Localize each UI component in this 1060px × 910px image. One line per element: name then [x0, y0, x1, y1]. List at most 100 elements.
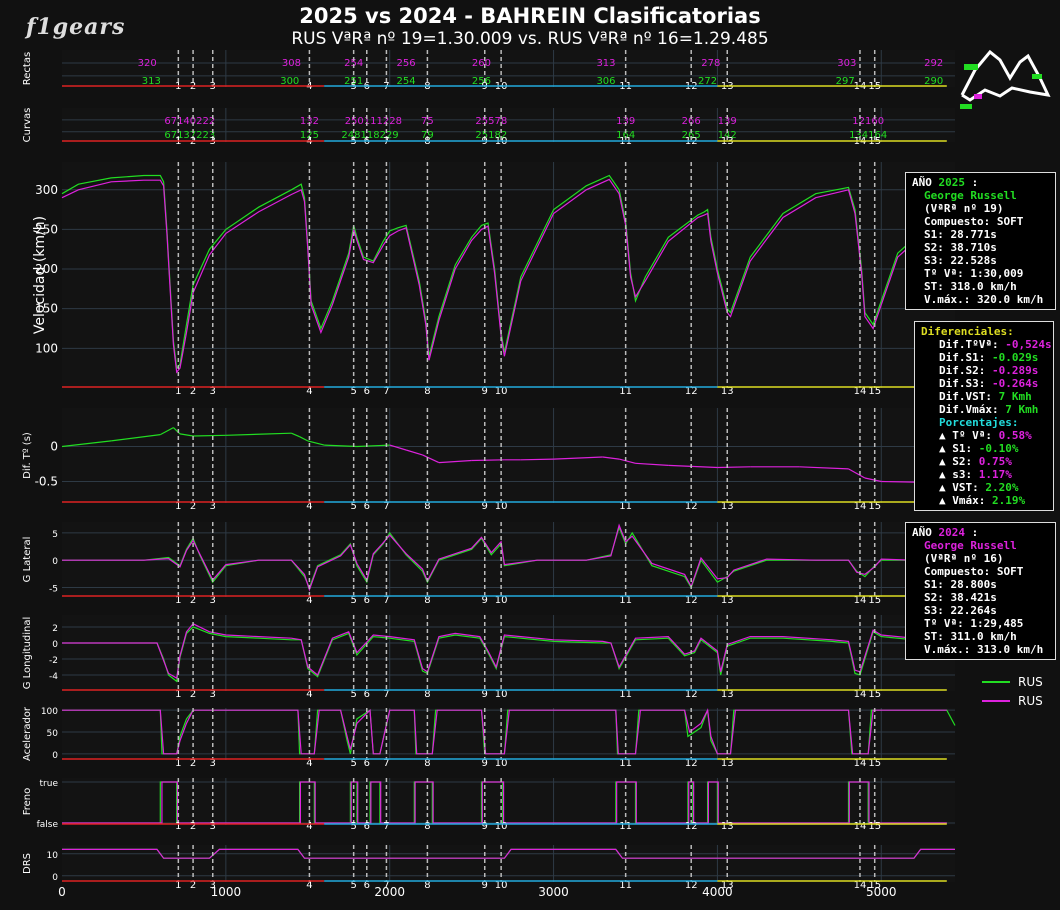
corner-label: 15 — [868, 386, 881, 397]
speed-label-2024: 266 — [682, 116, 701, 127]
series-segment — [602, 456, 620, 460]
corner-label: 7 — [383, 386, 389, 397]
corner-label: 10 — [495, 595, 508, 606]
y-tick-label: 0 — [52, 640, 58, 650]
pct-title: Porcentajes: — [939, 416, 1019, 429]
series-segment — [422, 454, 440, 464]
series-segment — [193, 434, 226, 437]
series-segment — [618, 458, 636, 464]
legend-item-2025[interactable]: RUS — [982, 672, 1043, 691]
corner-label: 12 — [685, 595, 698, 606]
series-segment — [438, 459, 472, 464]
y-tick-label: 0 — [52, 873, 58, 883]
info-2025-compound: Compuesto: SOFT — [924, 215, 1024, 228]
diff-row: Dif.S1: -0.029s — [921, 351, 1047, 364]
axis-label: Freno — [22, 788, 33, 816]
pct-row: ▲ Tº Vª: 0.58% — [921, 429, 1047, 442]
corner-label: 3 — [210, 758, 216, 769]
info-2025-driver: George Russell — [924, 189, 1017, 202]
corner-label: 8 — [424, 595, 430, 606]
corner-label: 1 — [175, 821, 181, 832]
diff-box: Diferenciales: Dif.TºVª: -0,524s Dif.S1: … — [914, 321, 1054, 511]
speed-label-2025: 79 — [421, 130, 434, 141]
pct-row: ▲ VST: 2.20% — [921, 481, 1047, 494]
chart-legend[interactable]: RUS RUS — [982, 672, 1043, 710]
series-segment — [160, 427, 174, 436]
axis-label: Velocidad (km/h) — [32, 216, 48, 334]
corner-label: 9 — [482, 821, 488, 832]
corner-label: 12 — [685, 689, 698, 700]
speed-label-2024: 308 — [282, 58, 301, 69]
corner-label: 8 — [424, 880, 430, 891]
y-tick-label: 200 — [35, 262, 58, 276]
corner-label: 5 — [350, 821, 356, 832]
info-2024-compound: Compuesto: SOFT — [924, 565, 1024, 578]
panel-bg — [62, 778, 955, 825]
corner-label: 9 — [482, 501, 488, 512]
track-sector-marker — [964, 64, 978, 70]
info-2024-st: ST: 311.0 km/h — [924, 630, 1017, 643]
y-tick-label: -4 — [49, 672, 58, 682]
corner-label: 12 — [685, 880, 698, 891]
corner-label: 1 — [175, 689, 181, 700]
corner-label: 1 — [175, 758, 181, 769]
speed-label-2025: 313 — [142, 76, 161, 87]
speed-label-2024: 313 — [596, 58, 615, 69]
pct-label: ▲ Vmáx: — [939, 494, 992, 507]
pct-value: 1.17% — [978, 468, 1012, 481]
speed-label-2025: 290 — [924, 76, 943, 87]
legend-item-2024[interactable]: RUS — [982, 691, 1043, 710]
speed-label-2025: 256 — [472, 76, 491, 87]
speed-label-2025: 67137223 — [164, 130, 215, 141]
pct-rows: ▲ Tº Vª: 0.58% ▲ S1: -0.10% ▲ S2: 0.75% ▲ s… — [921, 429, 1047, 507]
x-tick-label: 5000 — [866, 885, 897, 899]
panel-bg — [62, 615, 955, 691]
corner-label: 6 — [364, 880, 370, 891]
corner-label: 10 — [495, 386, 508, 397]
series-segment — [111, 434, 161, 442]
speed-label-2025: 254 — [397, 76, 416, 87]
corner-label: 4 — [306, 758, 312, 769]
corner-label: 6 — [364, 821, 370, 832]
series-line — [61, 174, 956, 370]
y-tick-label: false — [37, 820, 59, 830]
corner-label: 11 — [619, 758, 632, 769]
corner-label: 7 — [383, 689, 389, 700]
corner-label: 14 — [854, 689, 867, 700]
pct-value: 2.19% — [991, 494, 1026, 507]
x-tick-label: 4000 — [702, 885, 733, 899]
corner-label: 2 — [190, 595, 196, 606]
y-tick-label: 50 — [47, 729, 59, 739]
corner-label: 2 — [190, 501, 196, 512]
corner-label: 5 — [350, 386, 356, 397]
track-sector-marker — [960, 104, 972, 109]
y-tick-label: -5 — [49, 585, 58, 595]
series-segment — [520, 458, 554, 461]
pct-value: 2.20% — [985, 481, 1019, 494]
corner-label: 2 — [190, 821, 196, 832]
brand-logo: f1gears — [26, 14, 126, 40]
corner-label: 3 — [210, 386, 216, 397]
corner-label: 11 — [619, 595, 632, 606]
series-segment — [635, 462, 669, 466]
series-line — [61, 178, 956, 374]
speed-label-2024: 139 — [718, 116, 737, 127]
info-2025-s3: S3: 22.528s — [924, 254, 997, 267]
axis-label: DRS — [22, 853, 33, 874]
legend-label: RUS — [1018, 674, 1043, 689]
diff-row: Dif.S2: -0.289s — [921, 364, 1047, 377]
speed-label-2025: 134164 — [849, 130, 887, 141]
axis-label: G Lateral — [22, 537, 33, 583]
corner-label: 9 — [482, 880, 488, 891]
axis-label: Curvas — [22, 108, 33, 143]
speed-label-2024: 278 — [701, 58, 720, 69]
corner-label: 9 — [482, 758, 488, 769]
diff-value: -0.264s — [991, 377, 1039, 390]
axis-label: Dif. Tº (s) — [22, 432, 33, 479]
series-segment — [291, 432, 300, 438]
corner-label: 7 — [383, 880, 389, 891]
corner-label: 8 — [424, 821, 430, 832]
series-segment — [848, 468, 866, 479]
corner-label: 6 — [364, 689, 370, 700]
corner-label: 10 — [495, 880, 508, 891]
